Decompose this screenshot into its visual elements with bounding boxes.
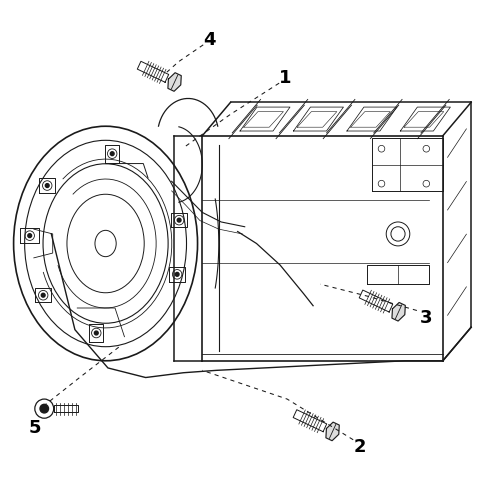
Text: 1: 1 (278, 69, 291, 87)
Circle shape (28, 234, 32, 238)
Text: 2: 2 (354, 438, 367, 456)
Text: 4: 4 (203, 31, 216, 49)
Circle shape (45, 184, 49, 187)
Circle shape (95, 331, 98, 335)
Polygon shape (372, 138, 443, 191)
Circle shape (40, 404, 48, 413)
Polygon shape (105, 145, 120, 163)
Polygon shape (20, 228, 39, 244)
Polygon shape (35, 288, 51, 302)
Circle shape (175, 272, 179, 276)
Circle shape (177, 218, 181, 222)
Polygon shape (367, 265, 429, 284)
Text: 3: 3 (420, 309, 432, 327)
Polygon shape (169, 267, 185, 281)
Polygon shape (359, 290, 393, 312)
Polygon shape (137, 61, 168, 82)
Polygon shape (392, 302, 405, 321)
Circle shape (41, 293, 45, 297)
Polygon shape (326, 422, 339, 441)
Polygon shape (293, 410, 327, 431)
Polygon shape (168, 73, 181, 91)
Text: 5: 5 (29, 419, 41, 437)
Circle shape (110, 152, 114, 155)
Polygon shape (54, 405, 78, 412)
Polygon shape (89, 324, 103, 342)
Polygon shape (171, 213, 187, 227)
Polygon shape (39, 178, 56, 193)
